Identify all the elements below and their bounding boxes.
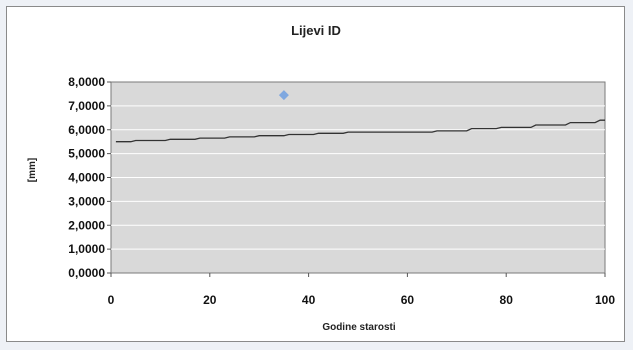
y-tick-label: 1,0000 — [68, 242, 105, 256]
x-tick-label: 100 — [595, 293, 615, 307]
data-point-marker — [278, 90, 289, 101]
y-tick-label: 4,0000 — [68, 171, 105, 185]
x-tick-label: 40 — [302, 293, 316, 307]
x-tick-label: 80 — [500, 293, 514, 307]
chart-svg: Lijevi ID 0,0000 1,0000 2,0000 3,0000 4,0000… — [27, 23, 615, 333]
x-tick-label: 20 — [203, 293, 217, 307]
series-line — [115, 119, 605, 143]
chart-title: Lijevi ID — [291, 23, 341, 38]
y-tick-label: 7,0000 — [68, 99, 105, 113]
y-axis-label: [mm] — [27, 158, 38, 182]
y-tick-label: 5,0000 — [68, 147, 105, 161]
plot-area: 0,0000 1,0000 2,0000 3,0000 4,0000 5,0000 6,00… — [68, 75, 615, 307]
y-tick-label: 6,0000 — [68, 123, 105, 137]
x-axis-label: Godine starosti — [322, 322, 396, 333]
y-tick-label: 2,0000 — [68, 218, 105, 232]
y-tick-label: 3,0000 — [68, 194, 105, 208]
y-tick-label: 0,0000 — [68, 266, 105, 280]
x-tick-label: 60 — [401, 293, 415, 307]
y-tick-label: 8,0000 — [68, 75, 105, 89]
x-tick-label: 0 — [108, 293, 115, 307]
chart-frame: Lijevi ID 0,0000 1,0000 2,0000 3,0000 4,0000… — [6, 6, 625, 342]
